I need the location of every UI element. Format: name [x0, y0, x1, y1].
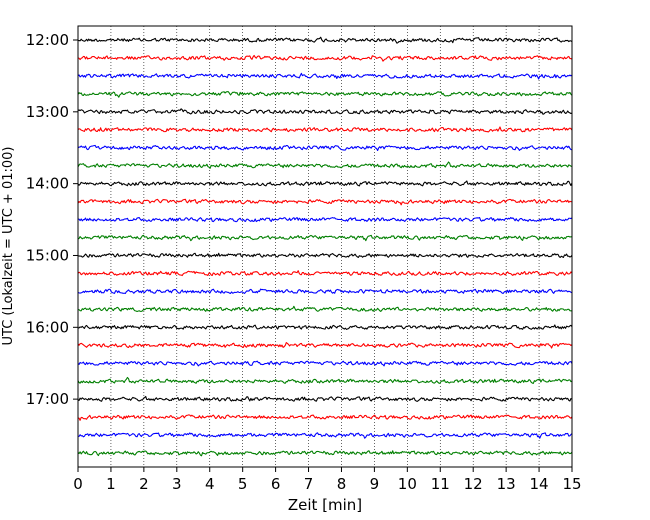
- trace-line: [77, 324, 573, 330]
- y-tick-label: 16:00: [26, 318, 69, 336]
- y-tick-label: 13:00: [26, 103, 69, 121]
- seismic-traces: [77, 36, 573, 457]
- trace-line: [77, 432, 573, 439]
- trace-line: [77, 342, 573, 349]
- trace-line: [77, 126, 573, 133]
- x-tick-label: 4: [205, 475, 215, 493]
- trace-line: [77, 450, 573, 457]
- x-tick-label: 13: [497, 475, 516, 493]
- trace-line: [77, 376, 573, 384]
- trace-line: [77, 270, 573, 277]
- trace-line: [77, 414, 573, 421]
- trace-line: [77, 198, 573, 206]
- x-tick-label: 11: [431, 475, 450, 493]
- trace-line: [77, 305, 573, 313]
- plot-frame: [77, 25, 573, 468]
- trace-line: [77, 108, 573, 115]
- y-axis-ticks: 12:00 13:00 14:00 15:00 16:00 17:00: [26, 31, 78, 408]
- trace-line: [77, 54, 573, 62]
- x-tick-label: 9: [370, 475, 380, 493]
- x-tick-label: 7: [304, 475, 314, 493]
- trace-line: [77, 144, 573, 152]
- x-tick-label: 6: [271, 475, 281, 493]
- trace-line: [77, 234, 572, 242]
- y-tick-label: 15:00: [26, 246, 69, 264]
- x-tick-label: 0: [73, 475, 83, 493]
- trace-line: [77, 216, 573, 223]
- x-tick-label: 5: [238, 475, 248, 493]
- trace-line: [77, 91, 573, 98]
- trace-line: [77, 395, 573, 402]
- trace-line: [77, 36, 573, 44]
- x-tick-label: 3: [172, 475, 182, 493]
- x-tick-label: 12: [464, 475, 483, 493]
- y-tick-label: 14:00: [26, 175, 69, 193]
- y-axis-label: UTC (Lokalzeit = UTC + 01:00): [1, 147, 16, 346]
- x-tick-label: 14: [530, 475, 549, 493]
- y-tick-label: 12:00: [26, 31, 69, 49]
- trace-line: [77, 161, 573, 169]
- trace-line: [77, 180, 573, 187]
- x-axis-ticks: 0 1 2 3 4 5 6 7 8 9 10 11 12 13 14 15: [73, 467, 582, 493]
- x-tick-label: 15: [562, 475, 581, 493]
- x-tick-label: 10: [398, 475, 417, 493]
- trace-line: [77, 360, 573, 367]
- x-tick-label: 8: [337, 475, 347, 493]
- x-axis-label: Zeit [min]: [288, 496, 362, 514]
- x-tick-label: 2: [139, 475, 149, 493]
- x-tick-label: 1: [106, 475, 116, 493]
- trace-line: [77, 72, 573, 80]
- trace-line: [77, 252, 573, 259]
- y-tick-label: 17:00: [26, 390, 69, 408]
- trace-line: [77, 288, 573, 295]
